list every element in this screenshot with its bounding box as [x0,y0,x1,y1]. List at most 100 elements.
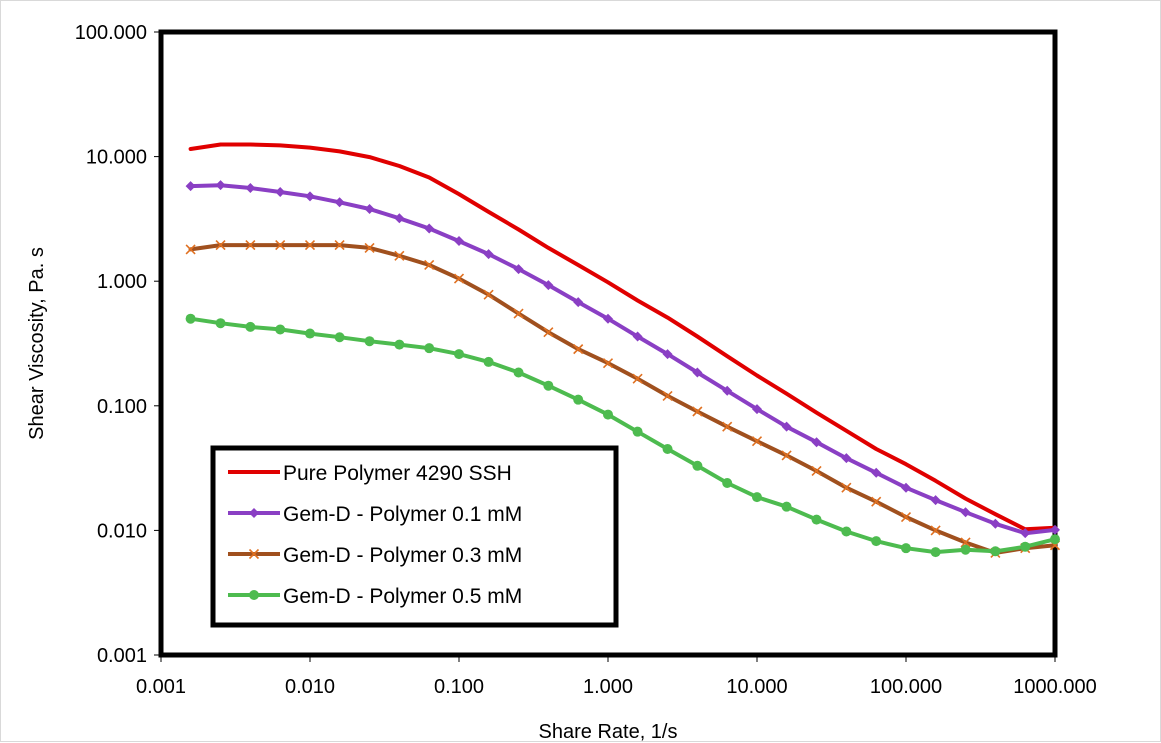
y-tick-label: 0.001 [97,645,147,667]
y-axis-title: Shear Viscosity, Pa. s [26,247,48,440]
data-point [632,373,643,384]
marker-stroke [692,406,703,417]
marker-stroke [364,242,375,253]
marker-stroke [602,358,614,369]
data-point [960,507,971,518]
data-point [632,331,643,342]
data-point [249,590,259,600]
legend-entry: Gem-D - Polymer 0.5 mM [228,585,522,608]
data-point [543,380,554,391]
marker-stroke [871,496,882,507]
data-point [662,444,673,455]
data-point [960,544,971,555]
data-point [871,496,882,507]
marker-stroke [185,244,196,255]
data-point [249,508,259,518]
data-point [930,547,941,558]
data-point [1050,524,1060,535]
data-point [930,525,941,536]
x-tick-label: 1.000 [583,676,633,698]
data-point [275,186,286,197]
data-point [513,264,524,275]
data-point [424,343,435,354]
marker-stroke [513,308,524,319]
marker-stroke [424,259,435,271]
data-point [543,280,554,291]
data-point [841,526,852,537]
data-point [394,339,405,350]
data-point [454,349,464,360]
data-point [453,273,465,284]
legend-entry: Gem-D - Polymer 0.1 mM [228,503,522,526]
data-point [1050,534,1060,545]
data-point [632,426,643,437]
data-point [424,223,435,234]
x-tick-label: 10.000 [726,676,787,698]
data-point [662,390,673,401]
marker-stroke [483,289,494,300]
data-point [424,259,435,271]
marker-stroke [245,239,256,251]
legend-entry: Pure Polymer 4290 SSH [228,462,512,485]
data-point [275,239,286,251]
data-point [602,358,614,369]
marker-stroke [543,327,554,338]
data-point [304,239,316,251]
data-point [752,404,762,415]
marker-stroke [215,239,226,251]
data-point [334,197,345,208]
x-axis-title: Share Rate, 1/s [539,721,678,743]
y-tick-label: 100.000 [75,22,147,44]
data-point [692,460,703,471]
x-tick-label: 100.000 [870,676,942,698]
data-point [483,249,494,260]
series-2 [185,180,1060,539]
data-point [334,239,345,251]
legend-label: Pure Polymer 4290 SSH [283,462,512,485]
marker-stroke [722,421,733,432]
data-point [513,308,524,319]
data-point [394,250,405,261]
marker-stroke [275,239,286,251]
data-point [215,180,226,191]
x-tick-label: 0.100 [434,676,484,698]
data-point [871,467,882,478]
data-point [185,244,196,255]
data-point [185,181,196,192]
marker-stroke [394,250,405,261]
series-line [188,142,1057,532]
data-point [781,450,792,461]
data-point [1020,541,1031,552]
data-point [305,191,315,202]
data-point [483,356,494,367]
marker-stroke [573,344,584,355]
data-point [483,289,494,300]
data-point [573,394,584,405]
data-point [215,239,226,251]
legend-entry: Gem-D - Polymer 0.3 mM [228,544,522,567]
legend: Pure Polymer 4290 SSH Gem-D - Polymer 0.1… [210,445,619,628]
data-point [900,511,912,523]
data-point [990,518,1001,529]
data-point [1020,528,1031,539]
x-tick-label: 0.010 [285,676,335,698]
data-point [751,436,763,447]
data-point [364,203,375,214]
marker-stroke [248,548,260,560]
data-point [841,482,852,493]
series-line [188,243,1057,555]
data-point [215,318,226,329]
data-point [603,409,613,420]
data-point [245,321,256,332]
series-layer [185,142,1061,558]
marker-stroke [960,537,971,548]
data-point [722,478,733,489]
data-point [722,421,733,432]
marker-stroke [453,273,465,284]
data-point [185,313,196,324]
data-point [603,313,613,324]
data-point [275,324,286,335]
data-point [364,336,375,347]
